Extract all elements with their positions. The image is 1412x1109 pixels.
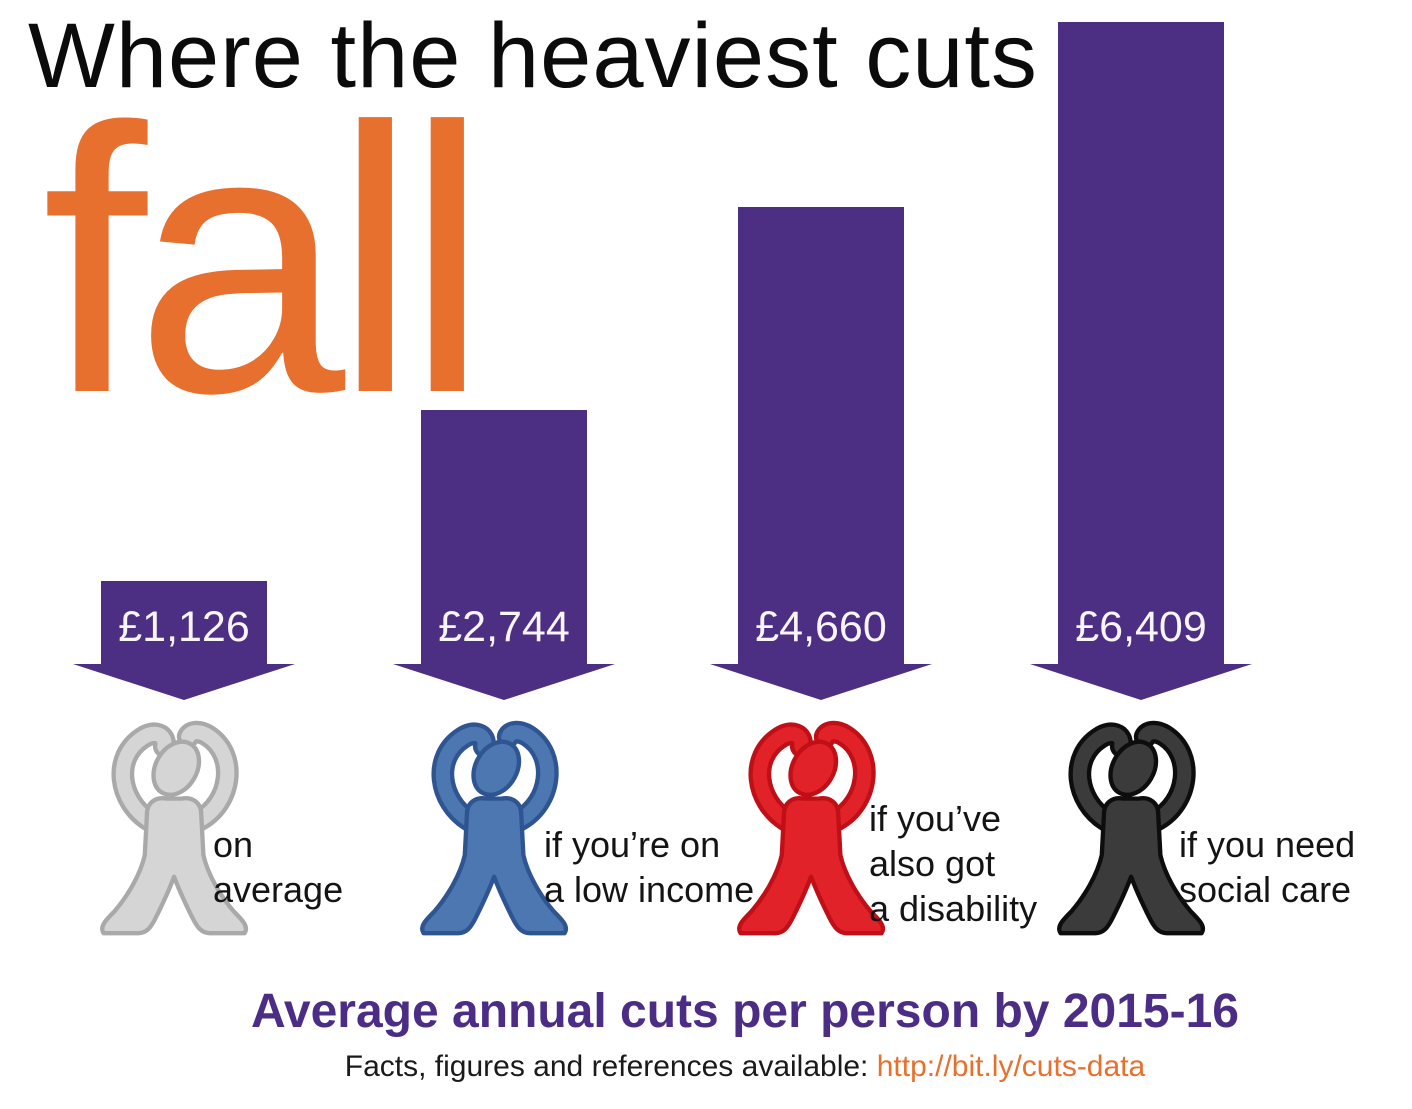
fall-text: fall: [42, 50, 489, 472]
page-title: Where the heaviest cuts: [28, 5, 1038, 107]
cut-arrow: [1030, 22, 1252, 700]
cut-arrow: [73, 581, 295, 700]
footer-prefix: Facts, figures and references available:: [344, 1050, 869, 1083]
person-average-icon: [100, 720, 249, 936]
category-label: on average: [213, 824, 344, 910]
cut-value: £2,744: [438, 603, 570, 651]
person-disability-icon: [737, 720, 886, 936]
footer-text: Facts, figures and references available:…: [78, 1050, 1412, 1084]
chart-subtitle: Average annual cuts per person by 2015-1…: [251, 985, 1239, 1038]
cut-value: £4,660: [755, 603, 887, 651]
cut-arrow: [393, 410, 615, 700]
cut-value: £1,126: [118, 603, 250, 651]
category-label: if you’re on a low income: [544, 824, 755, 910]
person-social-care-icon: [1057, 720, 1206, 936]
person-low-income-icon: [420, 720, 569, 936]
footer-link[interactable]: http://bit.ly/cuts-data: [876, 1050, 1146, 1083]
category-label: if you’ve also got a disability: [869, 798, 1038, 929]
category-label: if you need social care: [1179, 824, 1356, 910]
cut-arrow: [710, 207, 932, 700]
cut-value: £6,409: [1075, 603, 1207, 651]
